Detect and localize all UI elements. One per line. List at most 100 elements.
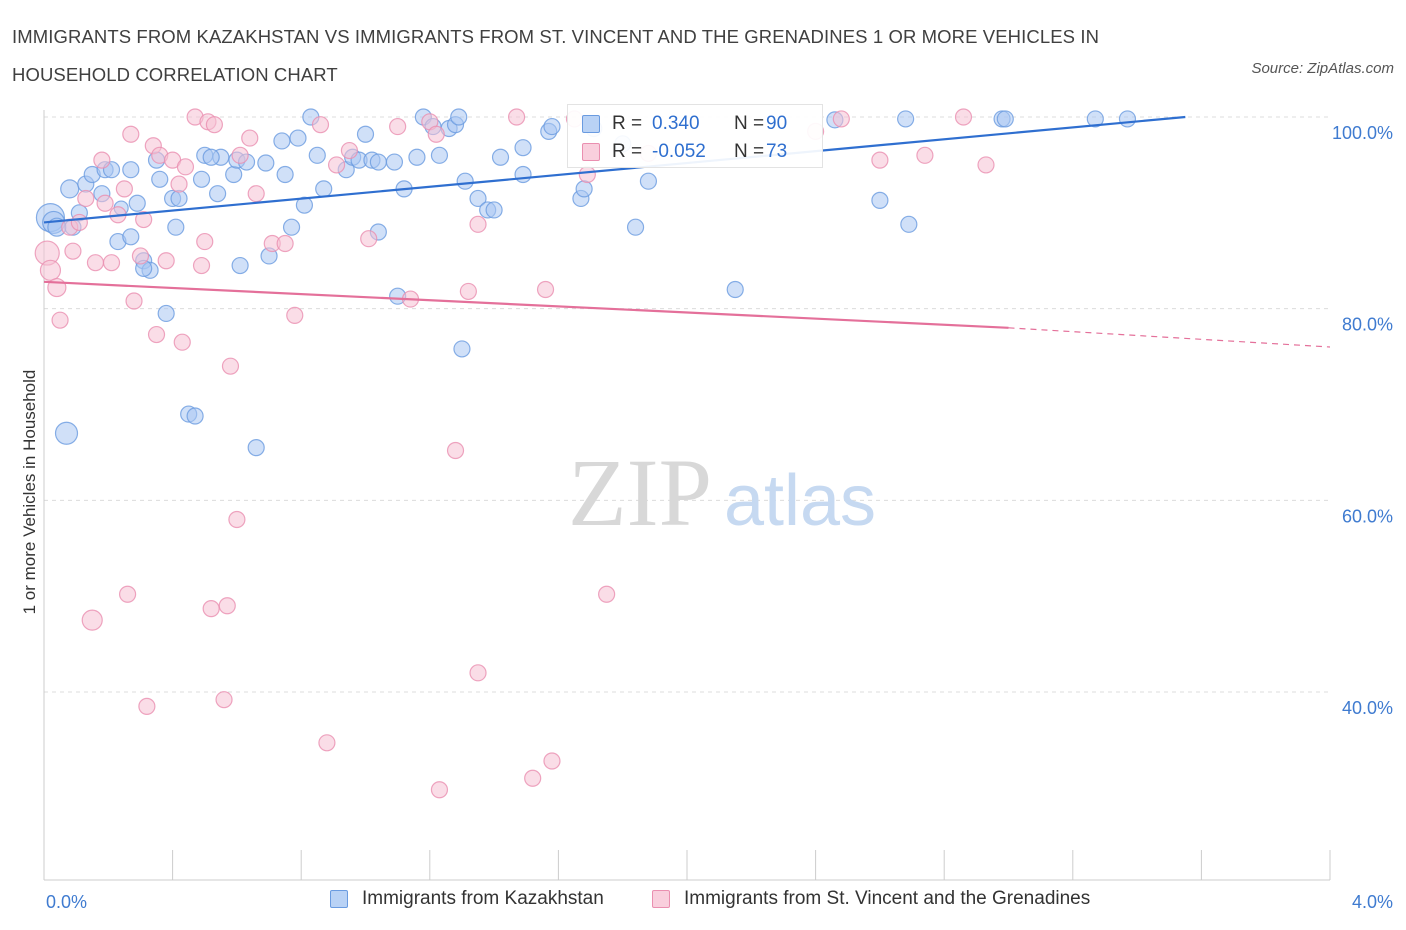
kazakhstan-point bbox=[450, 108, 468, 126]
st-vincent-trendline-extension bbox=[1008, 327, 1331, 348]
y-axis-label: 1 or more Vehicles in Household bbox=[20, 369, 39, 615]
st-vincent-point bbox=[70, 213, 88, 232]
st-vincent-point bbox=[176, 158, 195, 176]
r-label: R = bbox=[612, 141, 643, 162]
st-vincent-point bbox=[832, 110, 850, 128]
kazakhstan-point bbox=[167, 218, 185, 236]
legend-item-kazakhstan[interactable]: Immigrants from Kazakhstan bbox=[330, 888, 604, 910]
st-vincent-point bbox=[157, 252, 175, 270]
st-vincent-point bbox=[598, 585, 616, 603]
st-vincent-trendline bbox=[43, 280, 1009, 329]
kazakhstan-point bbox=[871, 191, 889, 209]
kazakhstan-point bbox=[491, 148, 510, 166]
st-vincent-point bbox=[173, 333, 191, 351]
st-vincent-point bbox=[147, 325, 166, 344]
st-vincent-point bbox=[125, 292, 143, 310]
st-vincent-point bbox=[578, 165, 596, 184]
st-vincent-point bbox=[430, 781, 449, 799]
kazakhstan-point bbox=[276, 165, 294, 184]
st-vincent-point bbox=[446, 441, 465, 460]
legend-label: Immigrants from St. Vincent and the Gren… bbox=[684, 888, 1091, 909]
st-vincent-point bbox=[39, 259, 62, 281]
kazakhstan-trendline bbox=[43, 115, 1186, 224]
st-vincent-point bbox=[131, 247, 150, 265]
st-vincent-point bbox=[360, 230, 378, 248]
kazakhstan-point bbox=[257, 154, 275, 172]
kazakhstan-point bbox=[485, 201, 503, 219]
kazakhstan-point bbox=[385, 153, 404, 171]
kazakhstan-point bbox=[273, 132, 291, 150]
kazakhstan-point bbox=[514, 139, 532, 157]
st-vincent-point bbox=[276, 234, 294, 253]
y-tick-label: 40.0% bbox=[1342, 698, 1393, 718]
kazakhstan-swatch bbox=[330, 890, 348, 908]
r-value: -0.052 bbox=[652, 141, 706, 162]
st-vincent-point bbox=[102, 254, 121, 272]
st-vincent-point bbox=[543, 752, 561, 770]
kazakhstan-point bbox=[209, 185, 227, 203]
kazakhstan-point bbox=[453, 340, 471, 358]
st-vincent-point bbox=[241, 129, 259, 147]
st-vincent-point bbox=[286, 306, 304, 324]
kazakhstan-point bbox=[639, 172, 658, 190]
n-value: 73 bbox=[766, 141, 788, 162]
stats-row-st-vincent: R = -0.052 N = 73 bbox=[582, 139, 787, 165]
kazakhstan-point bbox=[192, 170, 211, 188]
kazakhstan-point bbox=[282, 218, 301, 236]
kazakhstan-point bbox=[1086, 110, 1104, 128]
st-vincent-point bbox=[192, 256, 211, 275]
kazakhstan-point bbox=[408, 148, 426, 166]
st-vincent-point bbox=[93, 151, 111, 169]
kazakhstan-point bbox=[626, 218, 645, 236]
st-vincent-point bbox=[51, 311, 69, 329]
kazakhstan-point bbox=[54, 421, 79, 445]
st-vincent-point bbox=[221, 357, 240, 375]
kazakhstan-point bbox=[996, 110, 1014, 128]
kazakhstan-point bbox=[151, 170, 169, 188]
kazakhstan-point bbox=[295, 196, 314, 214]
kazakhstan-swatch bbox=[582, 115, 600, 133]
kazakhstan-point bbox=[202, 148, 220, 166]
st-vincent-point bbox=[77, 189, 95, 208]
kazakhstan-point bbox=[289, 129, 307, 147]
st-vincent-point bbox=[135, 210, 153, 229]
st-vincent-point bbox=[536, 280, 555, 299]
kazakhstan-point bbox=[726, 280, 744, 299]
kazakhstan-point bbox=[543, 117, 561, 136]
st-vincent-point bbox=[916, 146, 934, 164]
stats-legend: R = 0.340 N = 90 R = -0.052 N = 73 bbox=[567, 104, 823, 168]
st-vincent-point bbox=[81, 609, 103, 631]
kazakhstan-point bbox=[897, 110, 915, 128]
legend-label: Immigrants from Kazakhstan bbox=[362, 888, 604, 909]
kazakhstan-point bbox=[356, 125, 375, 143]
kazakhstan-point bbox=[247, 439, 265, 457]
st-vincent-point bbox=[215, 691, 233, 709]
st-vincent-point bbox=[115, 180, 133, 198]
kazakhstan-point bbox=[128, 194, 146, 212]
stats-row-kazakhstan: R = 0.340 N = 90 bbox=[582, 111, 787, 137]
st-vincent-point bbox=[389, 117, 407, 136]
source-label: Source: ZipAtlas.com bbox=[1251, 60, 1394, 77]
kazakhstan-point bbox=[231, 256, 249, 275]
st-vincent-point bbox=[247, 185, 265, 203]
kazakhstan-point bbox=[1118, 110, 1137, 128]
kazakhstan-point bbox=[225, 165, 243, 184]
x-tick-label: 0.0% bbox=[46, 892, 87, 912]
kazakhstan-point bbox=[575, 180, 593, 198]
legend-item-st-vincent[interactable]: Immigrants from St. Vincent and the Gren… bbox=[652, 888, 1090, 910]
kazakhstan-point bbox=[186, 407, 204, 425]
x-tick-label: 4.0% bbox=[1352, 892, 1393, 912]
y-tick-label: 100.0% bbox=[1332, 123, 1393, 143]
st-vincent-point bbox=[469, 215, 487, 233]
r-label: R = bbox=[612, 113, 643, 134]
st-vincent-swatch bbox=[652, 890, 670, 908]
st-vincent-point bbox=[311, 116, 330, 134]
st-vincent-point bbox=[86, 254, 105, 272]
st-vincent-point bbox=[327, 156, 346, 174]
st-vincent-point bbox=[202, 600, 220, 618]
st-vincent-point bbox=[196, 232, 214, 251]
kazakhstan-point bbox=[157, 304, 175, 323]
st-vincent-point bbox=[231, 146, 249, 164]
kazakhstan-point bbox=[122, 228, 140, 246]
st-vincent-point bbox=[469, 664, 487, 682]
